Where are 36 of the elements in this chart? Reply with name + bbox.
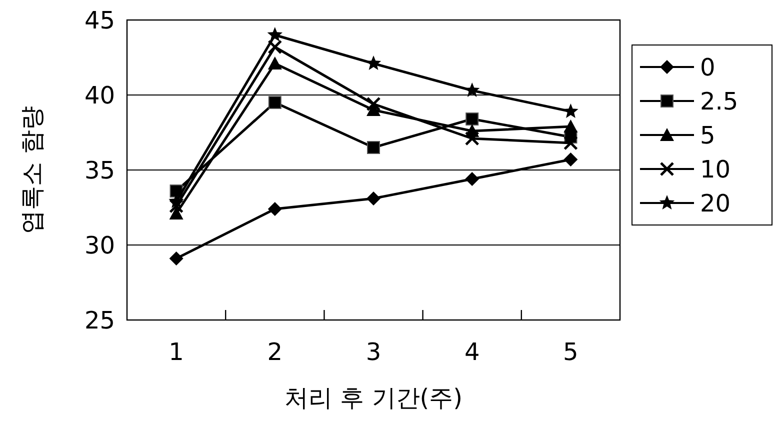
point: [169, 198, 184, 214]
x-tick-label: 3: [366, 338, 382, 366]
x-tick-label: 1: [168, 338, 184, 366]
point: [268, 96, 282, 109]
point: [366, 192, 380, 206]
x-tick-label: 5: [563, 338, 578, 366]
point: [465, 172, 480, 186]
y-axis-title: 엽록소 함량: [18, 106, 46, 234]
x-axis-title: 처리 후 기간(주): [284, 384, 462, 412]
point: [367, 141, 380, 154]
point: [268, 56, 282, 70]
point: [563, 136, 578, 150]
legend-label: 2.5: [700, 87, 738, 116]
legend-label: 0: [700, 53, 716, 82]
point: [464, 82, 480, 97]
point: [366, 96, 381, 112]
point: [268, 40, 282, 54]
y-tick-label: 45: [84, 6, 115, 34]
x-tick-label: 2: [267, 338, 283, 366]
point: [169, 206, 184, 220]
y-tick-label: 35: [84, 156, 115, 184]
point: [268, 202, 282, 216]
legend-label: 5: [700, 121, 716, 150]
legend-label: 10: [700, 155, 731, 184]
y-tick-label: 25: [84, 306, 115, 334]
y-tick-label: 30: [84, 231, 115, 260]
point: [564, 120, 578, 132]
point: [464, 131, 480, 146]
point: [466, 112, 479, 126]
point: [169, 252, 184, 266]
point: [564, 152, 578, 166]
legend-label: 20: [700, 189, 731, 218]
point: [563, 104, 578, 118]
x-tick-label: 4: [464, 338, 480, 366]
point: [267, 27, 283, 42]
y-tick-label: 40: [84, 81, 115, 110]
